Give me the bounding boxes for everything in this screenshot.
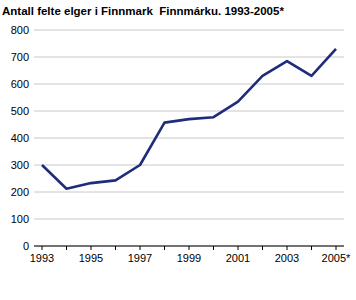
plot-area — [42, 49, 336, 189]
x-tick — [262, 246, 263, 250]
x-tick-label: 1995 — [79, 252, 103, 264]
y-tick-label: 100 — [11, 213, 29, 225]
x-tick-label: 1999 — [177, 252, 201, 264]
grid-line — [34, 192, 344, 193]
x-tick-label: 1993 — [30, 252, 54, 264]
x-tick-label: 2003 — [275, 252, 299, 264]
grid-line — [34, 165, 344, 166]
grid-line — [34, 57, 344, 58]
y-tick-label: 400 — [11, 132, 29, 144]
x-tick — [213, 246, 214, 250]
y-tick-label: 600 — [11, 78, 29, 90]
x-tick-label: 2001 — [226, 252, 250, 264]
y-tick-label: 700 — [11, 51, 29, 63]
y-tick-label: 500 — [11, 105, 29, 117]
x-tick — [140, 246, 141, 250]
x-tick — [287, 246, 288, 250]
x-tick-label: 2005* — [322, 252, 351, 264]
x-tick — [336, 246, 337, 250]
grid-line — [34, 111, 344, 112]
chart: Antall felte elger i Finnmark Finnmárku.… — [0, 0, 356, 300]
y-tick-label: 800 — [11, 24, 29, 36]
x-tick — [164, 246, 165, 250]
x-tick — [189, 246, 190, 250]
grid-line — [34, 30, 344, 31]
grid-line — [34, 219, 344, 220]
grid-line — [34, 138, 344, 139]
y-tick-label: 300 — [11, 159, 29, 171]
x-tick — [311, 246, 312, 250]
x-tick — [42, 246, 43, 250]
x-tick — [115, 246, 116, 250]
y-tick-label: 200 — [11, 186, 29, 198]
x-tick — [238, 246, 239, 250]
x-tick — [91, 246, 92, 250]
grid-line — [34, 84, 344, 85]
y-tick-label: 0 — [23, 240, 29, 252]
chart-container: Antall felte elger i Finnmark Finnmárku.… — [0, 0, 356, 300]
data-line — [42, 49, 336, 189]
title: Antall felte elger i Finnmark Finnmárku.… — [2, 5, 284, 17]
x-tick — [66, 246, 67, 250]
x-tick-label: 1997 — [128, 252, 152, 264]
